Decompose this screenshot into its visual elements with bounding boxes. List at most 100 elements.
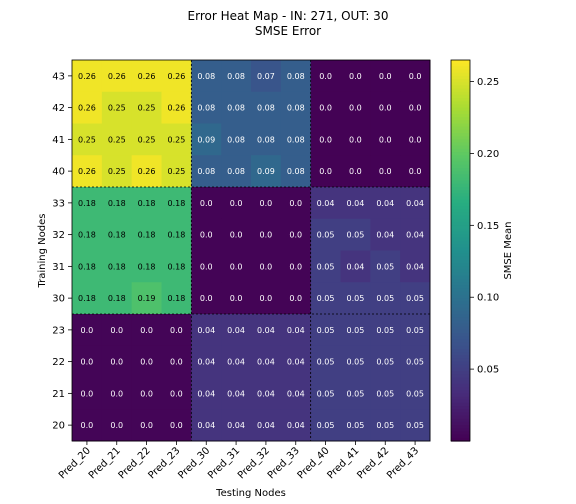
colorbar-segment	[451, 199, 470, 204]
colorbar-segment	[451, 237, 470, 242]
heatmap-cell	[340, 187, 371, 220]
cell-value-label: 0.0	[170, 326, 183, 335]
colorbar-segment	[451, 196, 470, 201]
colorbar-segment	[451, 421, 470, 426]
cell-value-label: 0.04	[317, 199, 335, 208]
colorbar-segment	[451, 228, 470, 233]
heatmap-cell	[101, 250, 133, 283]
heatmap-cell	[370, 345, 401, 378]
heatmap-cell	[370, 377, 401, 410]
cell-value-label: 0.0	[170, 421, 183, 430]
cell-value-label: 0.25	[138, 135, 156, 144]
x-tick-label: Pred_43	[385, 445, 421, 481]
heatmap-cell	[161, 218, 192, 251]
y-tick-label: 40	[52, 167, 65, 178]
y-tick-label: 32	[52, 230, 65, 241]
heatmap-cell	[251, 91, 282, 124]
cell-value-label: 0.04	[227, 326, 245, 335]
colorbar-segment	[451, 263, 470, 267]
colorbar-segment	[451, 174, 470, 179]
heatmap-cell	[251, 187, 282, 220]
heatmap-cell	[370, 218, 401, 251]
y-tick-label: 30	[52, 294, 65, 305]
heatmap-cell	[72, 155, 103, 188]
heatmap-cell	[251, 60, 282, 93]
colorbar-segment	[451, 129, 470, 134]
cell-value-label: 0.05	[376, 294, 394, 303]
colorbar-segment	[451, 250, 470, 255]
cell-value-label: 0.0	[230, 199, 243, 208]
colorbar-segment	[451, 240, 470, 245]
cell-value-label: 0.04	[257, 389, 275, 398]
cell-value-label: 0.18	[78, 199, 96, 208]
colorbar-segment	[451, 145, 470, 150]
heatmap-cell	[280, 377, 312, 410]
heatmap-cell	[191, 155, 222, 188]
cell-value-label: 0.18	[108, 294, 126, 303]
cell-value-label: 0.18	[168, 262, 186, 271]
colorbar-segment	[451, 364, 470, 369]
colorbar-segment	[451, 101, 470, 106]
cell-value-label: 0.05	[406, 421, 424, 430]
cell-value-label: 0.18	[168, 199, 186, 208]
cell-value-label: 0.0	[289, 262, 302, 271]
heatmap-cell	[280, 123, 312, 156]
colorbar-segment	[451, 371, 470, 375]
cell-value-label: 0.25	[108, 104, 126, 113]
heatmap-cell	[72, 218, 103, 251]
cell-value-label: 0.04	[257, 421, 275, 430]
colorbar-segment	[451, 225, 470, 229]
heatmap-cell	[370, 91, 401, 124]
heatmap-cell	[221, 250, 252, 283]
colorbar-segment	[451, 294, 470, 299]
cell-value-label: 0.05	[347, 294, 365, 303]
cell-value-label: 0.05	[317, 262, 335, 271]
colorbar-segment	[451, 104, 470, 109]
cell-value-label: 0.0	[110, 358, 123, 367]
y-tick-label: 41	[52, 135, 65, 146]
cell-value-label: 0.18	[108, 262, 126, 271]
x-tick-label: Pred_22	[117, 445, 153, 481]
cell-value-label: 0.25	[138, 104, 156, 113]
x-tick-label: Pred_23	[146, 445, 182, 481]
heatmap-cell	[400, 377, 431, 410]
cell-value-label: 0.05	[317, 389, 335, 398]
cell-value-label: 0.0	[319, 72, 332, 81]
heatmap-cell	[191, 314, 222, 347]
cell-value-label: 0.18	[138, 231, 156, 240]
heatmap-cell	[101, 60, 133, 93]
heatmap-cell	[370, 187, 401, 220]
cell-value-label: 0.0	[230, 231, 243, 240]
cell-value-label: 0.0	[140, 389, 153, 398]
heatmap-cell	[191, 377, 222, 410]
cell-value-label: 0.26	[78, 104, 96, 113]
x-tick-label: Pred_42	[355, 445, 391, 481]
cell-value-label: 0.0	[409, 135, 422, 144]
colorbar-tick-label: 0.20	[477, 149, 499, 160]
cell-value-label: 0.0	[409, 72, 422, 81]
heatmap-cell	[340, 91, 371, 124]
colorbar-segment	[451, 164, 470, 169]
heatmap-cell	[280, 187, 312, 220]
colorbar-segment	[451, 406, 470, 410]
heatmap-cell	[400, 282, 431, 315]
heatmap-cell	[101, 218, 133, 251]
heatmap-cell	[221, 187, 252, 220]
heatmap-cell	[280, 218, 312, 251]
colorbar-segment	[451, 117, 470, 121]
heatmap-cell	[310, 155, 341, 188]
heatmap-cell	[280, 91, 312, 124]
cell-value-label: 0.26	[78, 167, 96, 176]
heatmap-cell	[280, 60, 312, 93]
heatmap-cell	[280, 282, 312, 315]
heatmap-cell	[340, 409, 371, 442]
colorbar-segment	[451, 247, 470, 252]
heatmap-cell	[72, 377, 103, 410]
cell-value-label: 0.04	[197, 326, 215, 335]
cell-value-label: 0.0	[230, 262, 243, 271]
cell-value-label: 0.04	[227, 358, 245, 367]
cell-value-label: 0.09	[257, 167, 275, 176]
cell-value-label: 0.0	[230, 294, 243, 303]
colorbar-segment	[451, 333, 470, 337]
